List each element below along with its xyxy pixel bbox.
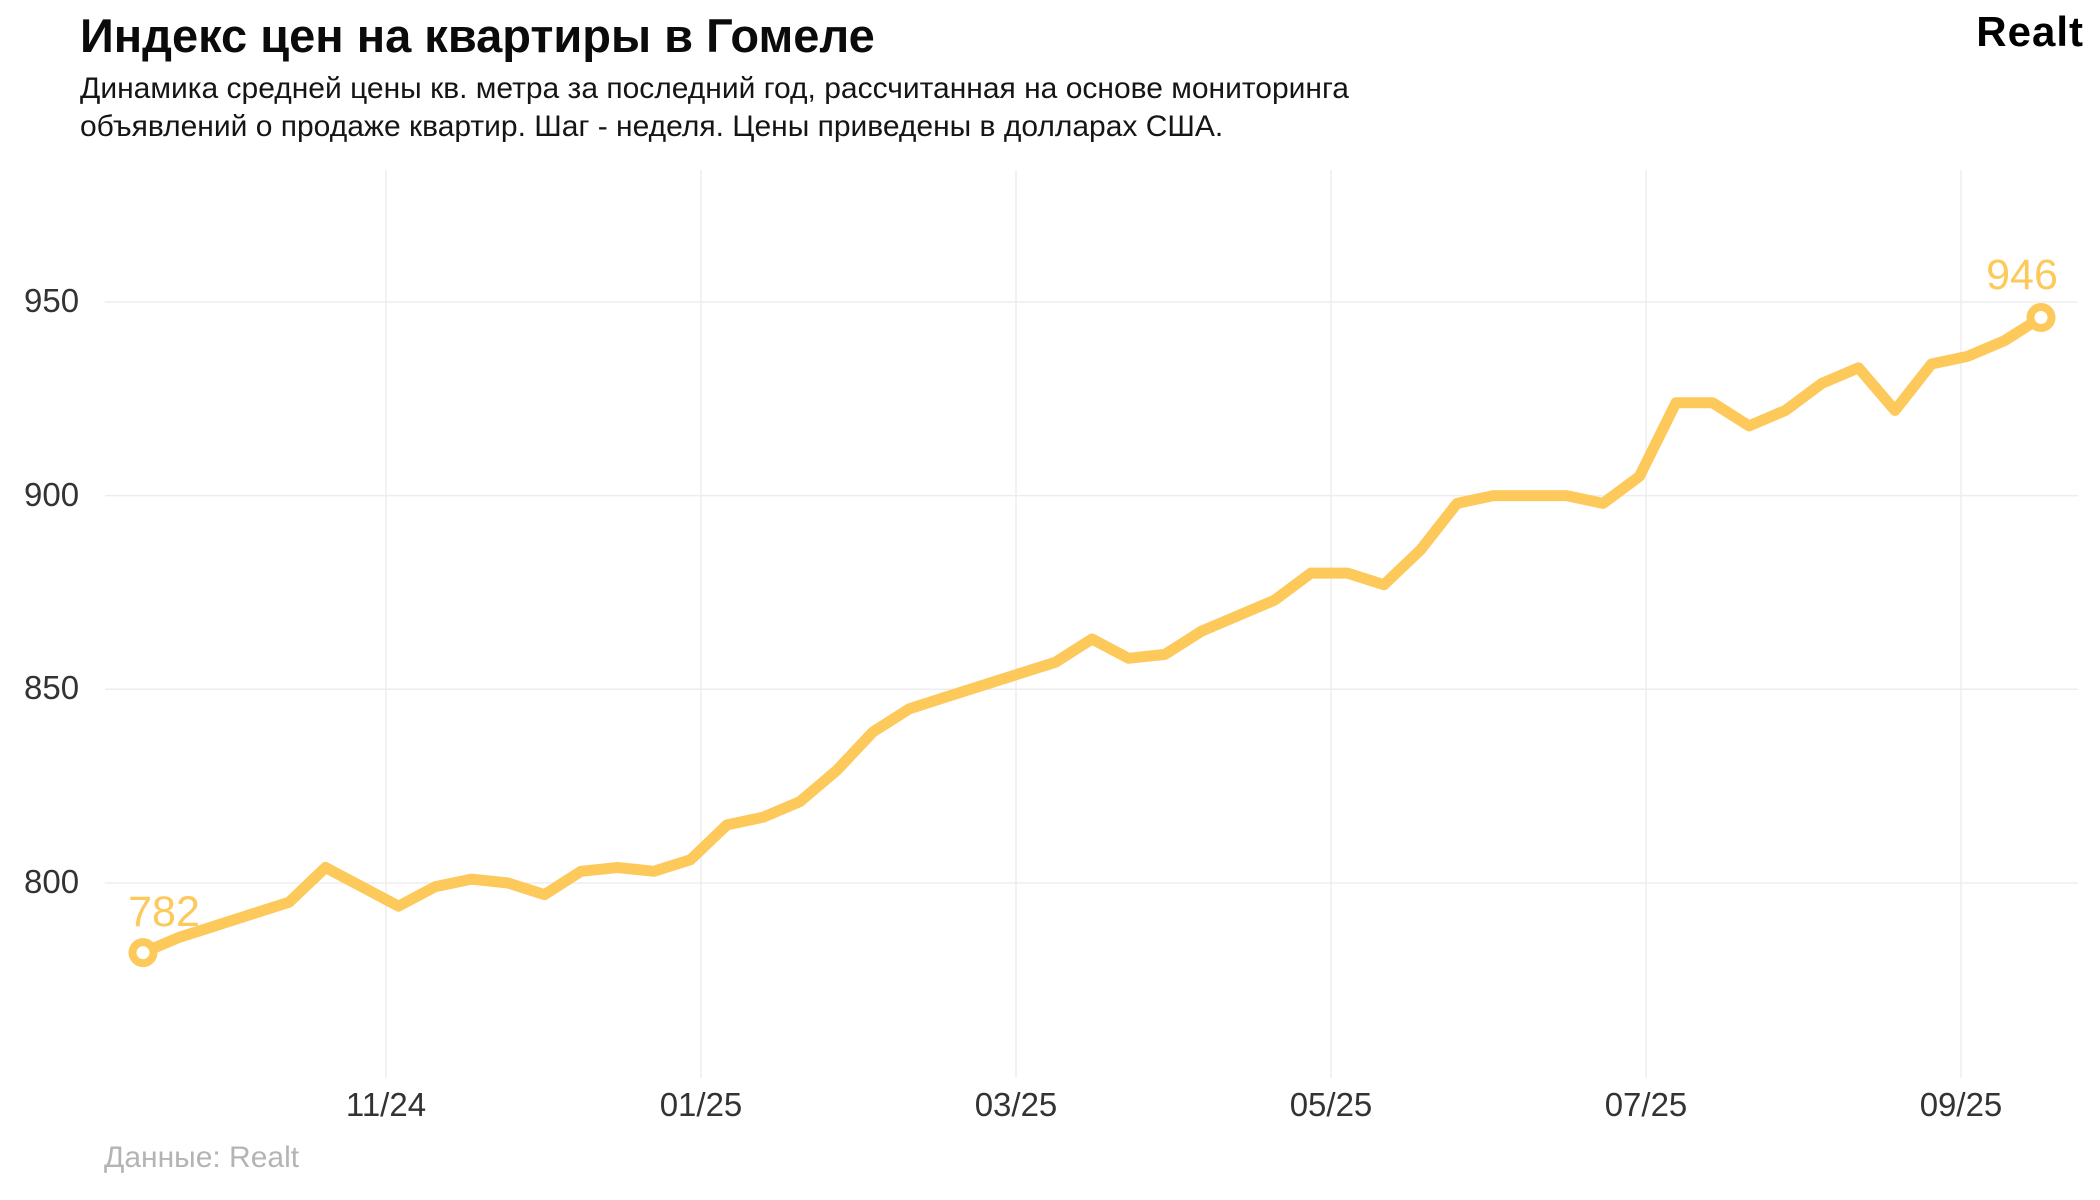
x-tick-label: 07/25 bbox=[1604, 1086, 1688, 1123]
realt-logo: Realt bbox=[1976, 8, 2084, 55]
y-tick-label: 800 bbox=[24, 862, 80, 900]
y-tick-label: 850 bbox=[24, 669, 80, 707]
chart-subtitle: Динамика средней цены кв. метра за после… bbox=[80, 72, 1349, 143]
x-tick-label: 09/25 bbox=[1919, 1086, 2003, 1123]
start-value-label: 782 bbox=[128, 887, 200, 936]
x-tick-label: 01/25 bbox=[659, 1086, 743, 1123]
x-tick-label: 03/25 bbox=[974, 1086, 1058, 1123]
chart-title: Индекс цен на квартиры в Гомеле bbox=[80, 9, 875, 62]
x-tick-label: 05/25 bbox=[1289, 1086, 1373, 1123]
start-point-marker bbox=[128, 938, 158, 968]
end-value-label: 946 bbox=[1986, 251, 2058, 300]
y-tick-label: 950 bbox=[24, 282, 80, 319]
price-line-series bbox=[137, 312, 2047, 959]
data-source-note: Данные: Realt bbox=[104, 1141, 300, 1174]
x-tick-label: 11/24 bbox=[345, 1086, 427, 1123]
gridlines bbox=[105, 170, 2078, 1078]
y-tick-label: 900 bbox=[24, 475, 80, 513]
end-point-marker bbox=[2026, 302, 2056, 332]
